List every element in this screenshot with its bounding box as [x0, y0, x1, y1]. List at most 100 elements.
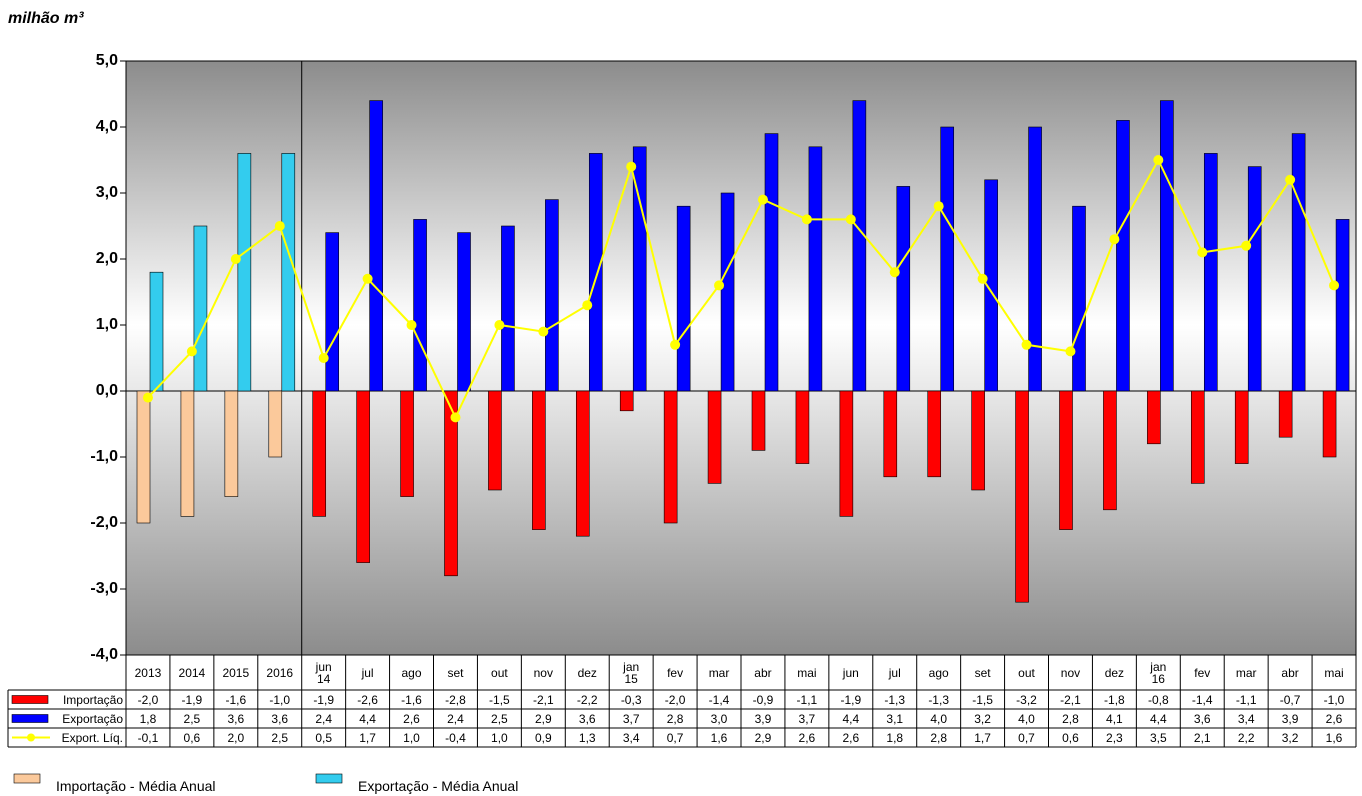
y-tick-label: -3,0: [90, 580, 118, 597]
category-label: mar: [708, 665, 730, 680]
table-value: 4,1: [1106, 711, 1123, 726]
table-value: 2,4: [315, 711, 332, 726]
category-label: nov: [533, 665, 553, 680]
table-value: 0,7: [666, 730, 684, 745]
table-value: 1,0: [403, 730, 420, 745]
table-value: 0,9: [534, 730, 552, 745]
table-value: -2,1: [1060, 692, 1081, 707]
legend-label: Importação: [62, 692, 123, 707]
legend-swatch: [11, 695, 49, 704]
table-value: -2,6: [357, 692, 378, 707]
bar: [532, 390, 546, 530]
category-label: 2015: [222, 665, 250, 680]
point: [1329, 280, 1340, 291]
table-value: 3,9: [754, 711, 772, 726]
table-value: 1,7: [974, 730, 991, 745]
point: [362, 273, 373, 284]
table-value: -0,3: [620, 692, 642, 707]
table-value: -0,7: [1279, 692, 1301, 707]
bar: [575, 390, 590, 537]
bar: [545, 199, 559, 392]
table-value: 4,4: [1149, 711, 1167, 726]
point: [845, 214, 856, 225]
bar: [632, 146, 647, 392]
bar: [180, 390, 195, 517]
bar: [883, 390, 898, 478]
y-tick-label: 2,0: [95, 250, 118, 267]
legend-swatch: [315, 773, 343, 784]
table-value: -1,6: [401, 692, 422, 707]
legend-label: Export. Líq.: [61, 730, 123, 745]
bar: [237, 153, 252, 392]
point: [318, 353, 329, 363]
table-value: 2,5: [271, 730, 289, 745]
table-value: 3,4: [622, 730, 640, 745]
y-tick-label: -1,0: [90, 448, 118, 465]
category-label: dez: [1104, 665, 1125, 680]
bar: [751, 390, 766, 451]
y-tick-label: 5,0: [95, 52, 118, 69]
category-label: jun: [842, 665, 859, 680]
category-label: mai: [797, 665, 817, 680]
bar: [1291, 133, 1306, 392]
bar: [984, 179, 998, 392]
category-label: fev: [1194, 665, 1211, 680]
bar: [193, 225, 208, 392]
category-label: ago: [401, 665, 422, 680]
table-value: -2,0: [664, 692, 686, 707]
category-label: jun 14: [315, 659, 332, 686]
table-value: 1,8: [886, 730, 904, 745]
point: [714, 280, 725, 291]
point: [274, 221, 285, 231]
table-value: 3,5: [1149, 730, 1167, 745]
table-value: -1,8: [1104, 692, 1125, 707]
bar: [413, 219, 427, 392]
category-label: ago: [928, 665, 949, 680]
table-value: 3,9: [1281, 711, 1299, 726]
table-value: 2,3: [1106, 730, 1123, 745]
table-value: 3,6: [271, 711, 289, 726]
table-value: 2,2: [1237, 730, 1255, 745]
point: [186, 346, 197, 357]
bar: [940, 126, 955, 392]
bar: [1203, 153, 1218, 392]
point: [1153, 155, 1164, 165]
line: [147, 157, 1335, 420]
table-value: 2,8: [1062, 711, 1079, 726]
table-value: 1,8: [139, 711, 157, 726]
category-label: set: [447, 665, 464, 680]
bar: [896, 186, 911, 392]
bar: [588, 153, 603, 392]
point: [757, 194, 768, 205]
point: [230, 254, 241, 264]
table-value: 3,7: [798, 711, 816, 726]
table-value: 0,7: [1018, 730, 1035, 745]
table-value: 3,2: [1281, 730, 1299, 745]
category-label: dez: [577, 665, 597, 680]
bar: [488, 390, 502, 491]
bar: [1147, 390, 1161, 445]
category-label: mai: [1324, 665, 1344, 680]
category-label: jul: [361, 665, 374, 680]
category-label: fev: [667, 665, 684, 680]
bar: [281, 153, 296, 392]
table-value: 1,3: [578, 730, 596, 745]
table-value: -1,5: [489, 692, 510, 707]
bar: [1059, 390, 1073, 530]
bar: [927, 390, 942, 478]
bar: [1028, 126, 1042, 392]
point: [889, 267, 900, 278]
legend-swatch: [13, 773, 41, 784]
point: [1197, 247, 1208, 258]
table-value: 3,0: [710, 711, 728, 726]
bar: [720, 192, 735, 392]
bar: [400, 390, 414, 497]
point: [1021, 339, 1032, 350]
bar: [312, 390, 327, 517]
bar: [224, 390, 239, 497]
y-tick-label: -4,0: [90, 646, 118, 663]
table-value: 4,4: [842, 711, 860, 726]
table-value: -0,4: [445, 730, 466, 745]
